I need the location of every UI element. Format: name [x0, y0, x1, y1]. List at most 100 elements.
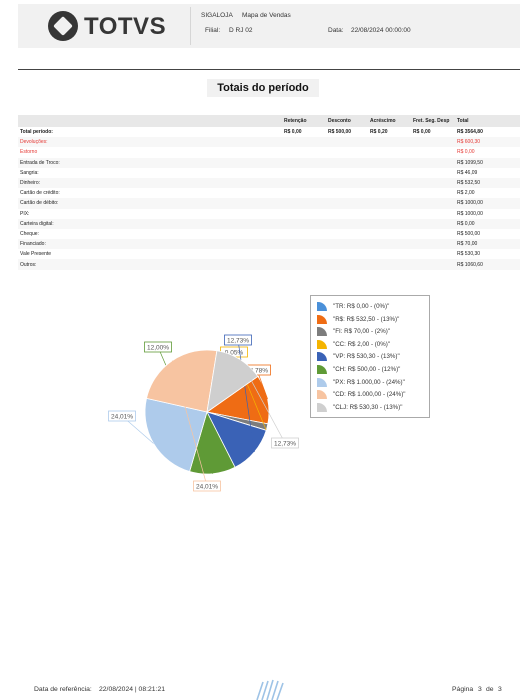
- cell-label: PIX:: [20, 210, 30, 217]
- cell-acrescimo: [368, 198, 411, 209]
- pie-slice: [206, 350, 259, 413]
- legend-label: "FI: R$ 70,00 - (2%)": [333, 328, 391, 336]
- cell-desconto: [326, 259, 368, 270]
- cell-retencao: [282, 229, 326, 239]
- filial-label: Filial:: [205, 27, 221, 34]
- cell-fret: [411, 229, 455, 239]
- pie-data-label: 12,78%: [246, 367, 268, 374]
- pie-data-label: 12,00%: [147, 344, 169, 351]
- totvs-logo: TOTVS: [48, 11, 168, 43]
- table-header-row: Retenção Desconto Acréscimo Fret. Seg. D…: [18, 115, 520, 127]
- cell-retencao: R$ 0,00: [284, 129, 302, 136]
- cell-total: R$ 3564,80: [457, 129, 483, 136]
- cell-label: Cartão de débito:: [18, 198, 282, 209]
- payment-pie-chart: 12,78% 0,05% 12,73% 12,00% 24,01% 24,01% 12,73…: [108, 334, 299, 492]
- reference-date-label: Data de referência:: [34, 686, 92, 693]
- cell-acrescimo: [368, 249, 411, 259]
- table-row: Outros: R$ 1060,60: [18, 259, 520, 270]
- cell-fret: [411, 157, 455, 168]
- cell-label: Vale Presente: [20, 251, 52, 258]
- cell-desconto: [326, 177, 368, 189]
- cell-acrescimo: [368, 259, 411, 270]
- pie-data-label: 0,05%: [225, 349, 244, 356]
- table-row: Carteira digital: R$ 0,00: [18, 218, 520, 229]
- cell-fret: [411, 137, 455, 148]
- legend-swatch: [317, 402, 327, 412]
- pie-data-label: 12,73%: [274, 440, 296, 447]
- legend-swatch: [317, 390, 327, 400]
- cell-total: R$ 0,00: [455, 218, 520, 229]
- cell-acrescimo: [368, 229, 411, 239]
- cell-retencao: [282, 177, 326, 189]
- legend-label: "VP: R$ 530,30 - (13%)": [333, 353, 400, 361]
- cell-retencao: [282, 259, 326, 270]
- cell-acrescimo: [368, 177, 411, 189]
- legend-swatch: [317, 377, 327, 387]
- table-row: Entrada de Troco: R$ 1099,50: [18, 157, 520, 168]
- col-header-fret: Fret. Seg. Desp: [411, 115, 455, 127]
- cell-fret: [411, 198, 455, 209]
- table-row: Vale Presente R$ 530,30: [18, 249, 520, 259]
- table-row: Sangria: R$ 46,09: [18, 168, 520, 178]
- cell-desconto: [326, 188, 368, 198]
- cell-fret: R$ 0,00: [413, 129, 431, 136]
- cell-label: Financiado:: [18, 239, 282, 250]
- logo-text: TOTVS: [84, 13, 167, 40]
- cell-fret: [411, 239, 455, 250]
- cell-desconto: R$ 500,00: [328, 129, 352, 136]
- page-label: Página: [452, 686, 474, 693]
- table-row: Total período: R$ 0,00 R$ 500,00 R$ 0,20 R$ …: [18, 127, 520, 137]
- pie-slice: [144, 397, 208, 473]
- pie-label-box: [108, 410, 136, 422]
- header-rule: [18, 69, 520, 70]
- header-divider: [190, 7, 191, 45]
- page-title: Totais do período: [207, 79, 319, 97]
- cell-fret: [411, 249, 455, 259]
- cell-desconto: [326, 229, 368, 239]
- cell-total: R$ 500,00: [457, 230, 481, 237]
- cell-acrescimo: [368, 137, 411, 148]
- cell-total: R$ 600,30: [455, 137, 520, 148]
- cell-retencao: [282, 157, 326, 168]
- page-current: 3: [478, 686, 482, 693]
- pie-label-leader: [171, 360, 208, 487]
- cell-fret: [411, 209, 455, 219]
- report-name: Mapa de Vendas: [242, 12, 291, 19]
- legend-swatch: [317, 327, 327, 337]
- pie-data-label: 24,01%: [111, 413, 133, 420]
- legend-swatch: [317, 314, 327, 324]
- legend-swatch: [317, 302, 327, 311]
- legend-label: "TR: R$ 0,00 - (0%)": [333, 303, 390, 310]
- cell-fret: [411, 218, 455, 229]
- cell-total: R$ 2,00: [457, 190, 475, 197]
- legend-swatch: [317, 352, 327, 362]
- table-body: Total período: R$ 0,00 R$ 500,00 R$ 0,20 R$ …: [18, 127, 520, 270]
- cell-acrescimo: [368, 209, 411, 219]
- pie-label-leader: [237, 339, 255, 453]
- legend-label: "PX: R$ 1.000,00 - (24%)": [333, 378, 405, 386]
- cell-label: Devoluções:: [18, 137, 282, 148]
- cell-retencao: [282, 188, 326, 198]
- cell-fret: [411, 188, 455, 198]
- cell-total: R$ 0,00: [457, 149, 475, 156]
- cell-total: R$ 1060,60: [455, 259, 520, 270]
- cell-retencao: [282, 168, 326, 178]
- cell-fret: [411, 259, 455, 270]
- cell-retencao: [282, 137, 326, 148]
- cell-desconto: [326, 239, 368, 250]
- legend-swatch: [317, 339, 327, 349]
- pie-label-leader: [239, 359, 286, 444]
- cell-label: Cartão de crédito:: [20, 190, 60, 197]
- cell-label: Dinheiro:: [18, 177, 282, 189]
- col-header-total: Total: [455, 115, 520, 127]
- cell-desconto: [326, 168, 368, 178]
- pie-label-box: [271, 437, 299, 449]
- table-row: Dinheiro: R$ 532,50: [18, 177, 520, 189]
- cell-label: Cheque:: [20, 230, 39, 237]
- cell-label: Carteira digital:: [18, 218, 282, 229]
- cell-desconto: [326, 249, 368, 259]
- pie-label-box: [144, 341, 172, 353]
- table-row: Estorno R$ 0,00: [18, 147, 520, 157]
- totvs-watermark-icon: [256, 679, 284, 700]
- col-header-label: [18, 115, 282, 127]
